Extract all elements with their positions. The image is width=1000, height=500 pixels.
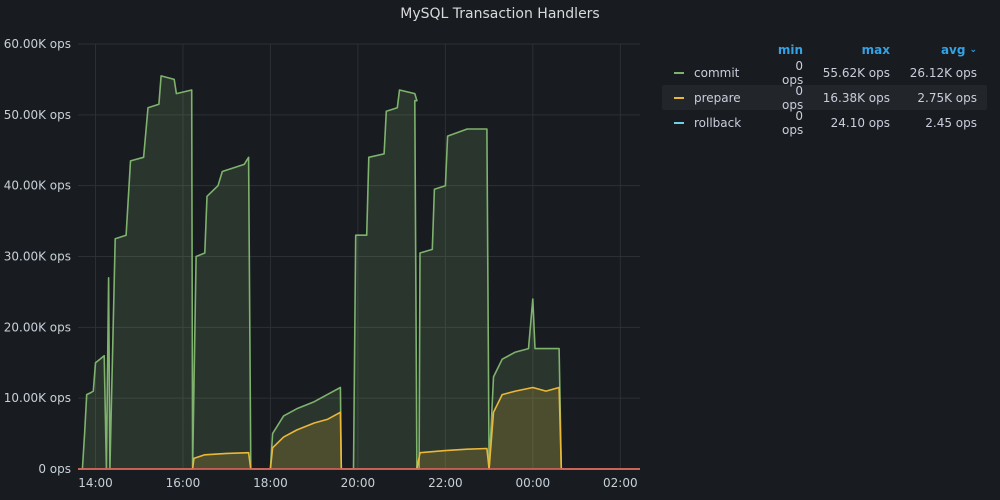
legend-series-name[interactable]: commit	[694, 65, 740, 80]
x-tick-label: 16:00	[166, 476, 201, 490]
legend-min-value: 0 ops	[782, 83, 804, 112]
y-tick-label: 30.00K ops	[4, 250, 71, 264]
x-tick-label: 00:00	[516, 476, 551, 490]
legend-swatch	[674, 96, 684, 99]
series-area-prepare	[78, 387, 640, 469]
legend-max-value: 24.10 ops	[830, 115, 890, 130]
legend-min-value: 0 ops	[782, 108, 804, 137]
y-tick-label: 20.00K ops	[4, 320, 71, 334]
y-tick-label: 0 ops	[38, 462, 71, 476]
y-tick-label: 50.00K ops	[4, 108, 71, 122]
series-area-commit	[78, 75, 640, 470]
y-tick-label: 40.00K ops	[4, 179, 71, 193]
series-line-commit[interactable]	[78, 75, 640, 470]
legend-series-name[interactable]: rollback	[694, 115, 742, 130]
legend-series-name-cell: commit	[662, 66, 782, 80]
chevron-down-icon: ⌄	[969, 45, 977, 55]
legend-max-value: 55.62K ops	[822, 65, 890, 80]
y-tick-label: 10.00K ops	[4, 391, 71, 405]
legend-series-name-cell: prepare	[662, 91, 782, 105]
legend-header-avg-label: avg	[940, 43, 966, 57]
legend-max-value: 16.38K ops	[822, 90, 890, 105]
x-tick-label: 18:00	[253, 476, 288, 490]
legend-header-max[interactable]: max	[861, 43, 890, 57]
legend-header-min[interactable]: min	[777, 43, 803, 57]
legend-series-name-cell: rollback	[662, 116, 782, 130]
legend-swatch	[674, 71, 684, 74]
panel-title: MySQL Transaction Handlers	[400, 6, 600, 22]
x-tick-label: 22:00	[428, 476, 463, 490]
legend-swatch	[674, 121, 684, 124]
legend-row-prepare[interactable]: prepare 0 ops 16.38K ops 2.75K ops	[662, 83, 987, 112]
legend-avg-value: 2.75K ops	[917, 90, 977, 105]
x-tick-label: 20:00	[341, 476, 376, 490]
legend-row-rollback[interactable]: rollback 0 ops 24.10 ops 2.45 ops	[662, 108, 987, 137]
x-tick-label: 14:00	[78, 476, 113, 490]
legend-row-commit[interactable]: commit 0 ops 55.62K ops 26.12K ops	[662, 58, 987, 87]
legend-table: min max avg ⌄ commit 0 ops 55.62K ops 26.12…	[662, 40, 987, 137]
legend-header-avg[interactable]: avg ⌄	[890, 43, 977, 57]
chart-plot[interactable]: 0 ops 10.00K ops 20.00K ops 30.00K ops 40.00…	[0, 0, 660, 500]
legend-avg-value: 2.45 ops	[925, 115, 977, 130]
legend-header: min max avg ⌄	[662, 40, 987, 60]
legend-series-name[interactable]: prepare	[694, 90, 741, 105]
legend-avg-value: 26.12K ops	[909, 65, 977, 80]
legend-min-value: 0 ops	[782, 58, 804, 87]
y-tick-label: 60.00K ops	[4, 37, 71, 51]
x-tick-label: 02:00	[603, 476, 638, 490]
